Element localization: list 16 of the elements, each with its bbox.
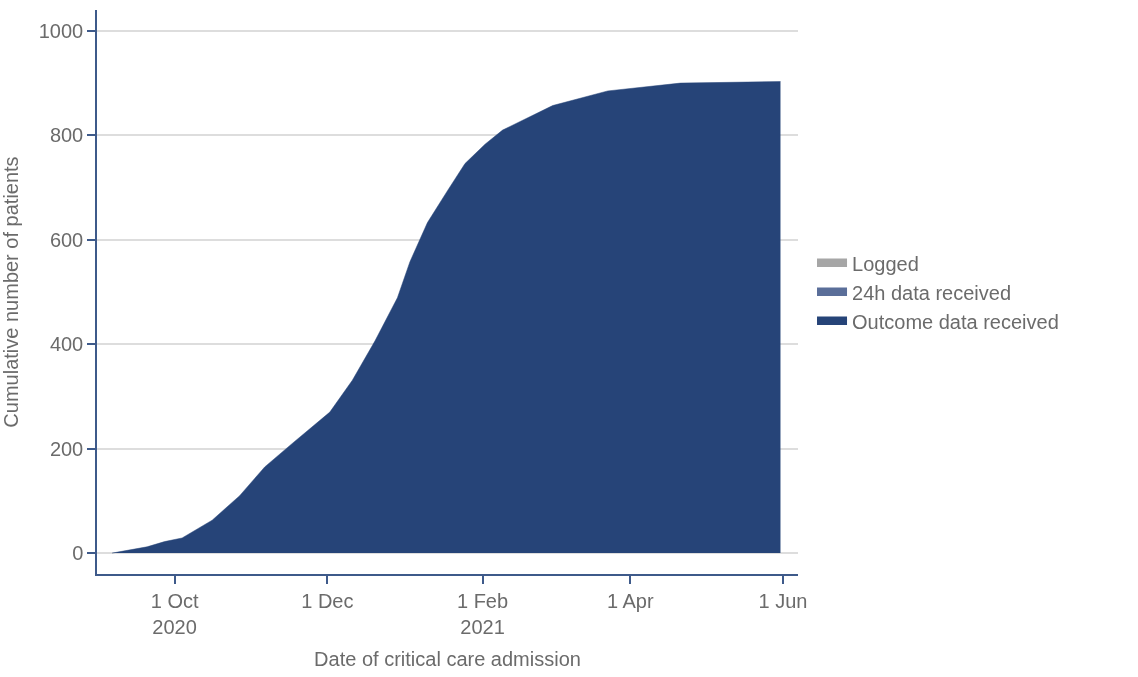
y-tick-label: 200 [49,437,84,460]
x-tick-label: 1 Feb 2021 [456,589,509,638]
y-tick-label: 0 [72,542,84,565]
y-tick-label: 400 [49,333,84,356]
y-tick-label: 600 [49,228,84,251]
x-tick-label: 1 Dec [301,589,354,612]
y-axis-title: Cumulative number of patients [0,156,22,428]
x-tick-label: 1 Jun [758,589,808,612]
x-tick-label: 1 Apr [606,589,654,612]
legend-label: Logged [852,252,919,275]
y-tick-label: 1000 [38,19,84,42]
x-tick-label: 1 Oct 2020 [150,589,199,638]
legend-label: Outcome data received [852,310,1059,333]
y-tick-label: 800 [49,124,84,147]
legend-label: 24h data received [852,281,1012,304]
x-axis-title: Date of critical care admission [314,647,581,670]
